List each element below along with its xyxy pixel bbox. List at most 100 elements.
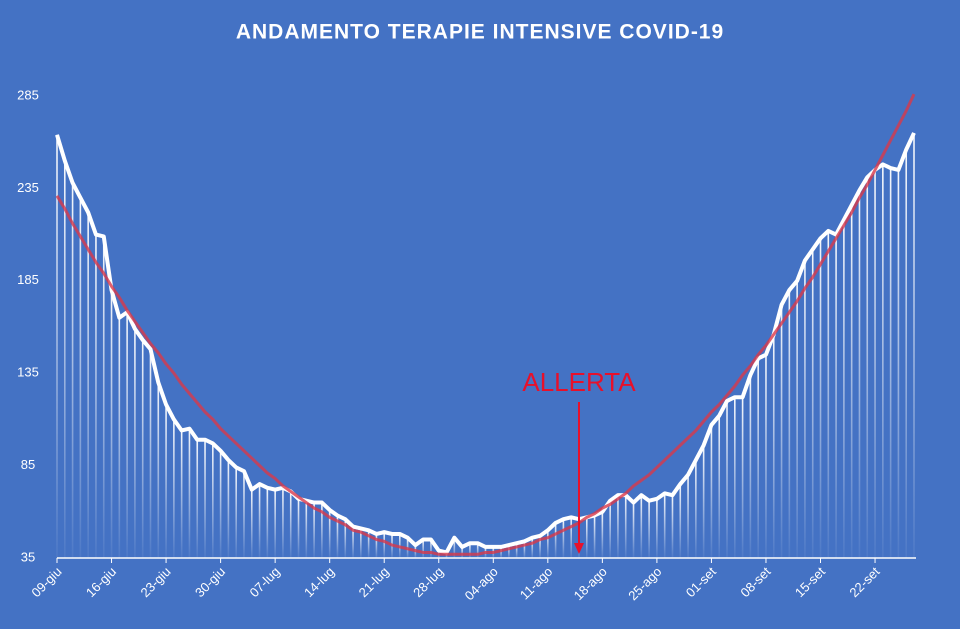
bar: [843, 219, 845, 559]
bar: [126, 312, 128, 558]
bar: [819, 238, 822, 558]
bar: [134, 328, 136, 558]
bar: [102, 236, 105, 558]
bar: [570, 517, 572, 558]
bar: [212, 443, 214, 558]
bar: [632, 502, 635, 558]
bar: [757, 358, 759, 558]
bar: [352, 526, 354, 558]
bar: [695, 460, 697, 558]
bar: [539, 535, 541, 558]
bar: [188, 428, 191, 558]
bar: [63, 160, 66, 558]
bar: [585, 517, 588, 558]
y-tick-label: 85: [21, 457, 35, 472]
bar: [56, 134, 58, 559]
bar: [718, 415, 721, 558]
y-tick-label: 185: [17, 272, 39, 287]
bar: [87, 212, 89, 558]
bar: [321, 502, 323, 558]
bar: [734, 397, 736, 558]
bar: [266, 487, 269, 558]
bar: [173, 419, 175, 558]
bar: [313, 502, 315, 558]
bar: [227, 460, 230, 558]
bar: [562, 519, 565, 558]
bar: [274, 489, 276, 558]
bar: [219, 450, 222, 558]
bar: [554, 522, 557, 558]
bar: [71, 182, 74, 558]
y-tick-label: 285: [17, 87, 39, 102]
bar: [687, 474, 689, 558]
bar: [609, 500, 611, 558]
bar: [531, 537, 534, 558]
bar: [796, 280, 798, 558]
bar: [250, 489, 253, 558]
bar: [741, 397, 744, 558]
annotation-arrowhead: [573, 543, 584, 554]
bar: [648, 500, 650, 558]
bar: [165, 404, 167, 558]
bar: [710, 424, 713, 558]
bar: [889, 168, 892, 558]
bar: [344, 519, 347, 558]
bar: [508, 545, 510, 558]
bar: [702, 445, 705, 558]
bar: [282, 487, 284, 558]
bar: [289, 491, 292, 558]
bar: [336, 515, 339, 558]
bar: [671, 495, 674, 558]
bar: [79, 197, 82, 558]
bar: [258, 484, 261, 558]
bar: [523, 541, 526, 558]
bar: [749, 375, 752, 558]
bar: [547, 530, 549, 558]
bar: [811, 249, 814, 558]
bar: [430, 539, 432, 558]
bar: [500, 546, 502, 558]
trend-line: [55, 93, 916, 556]
bar: [422, 539, 424, 558]
bar: [640, 495, 643, 558]
bar: [515, 543, 518, 558]
bar: [913, 132, 915, 558]
bar: [827, 230, 830, 559]
bar: [679, 484, 682, 558]
bar: [601, 511, 604, 558]
bar: [204, 439, 206, 558]
bar: [469, 543, 471, 558]
y-tick-label: 235: [17, 180, 39, 195]
bar: [866, 177, 869, 558]
bar: [328, 509, 331, 558]
bar: [360, 528, 362, 558]
bar: [118, 317, 121, 558]
bar: [882, 164, 884, 558]
bar: [804, 260, 806, 558]
bar: [858, 190, 861, 559]
data-line: [55, 132, 916, 555]
bar: [235, 467, 237, 558]
bar: [95, 234, 97, 558]
bar: [476, 543, 479, 558]
bar: [617, 495, 619, 558]
bar: [788, 290, 791, 558]
y-tick-label: 35: [21, 549, 35, 564]
bar: [835, 234, 837, 558]
bar: [180, 430, 183, 558]
bar: [656, 498, 658, 558]
bar: [157, 382, 160, 558]
bar: [367, 530, 370, 558]
bar: [874, 169, 876, 559]
bar: [453, 537, 456, 558]
chart-title: ANDAMENTO TERAPIE INTENSIVE COVID-19: [236, 21, 724, 44]
bar: [141, 339, 144, 558]
bar: [897, 169, 900, 559]
bar: [780, 304, 783, 558]
bar: [375, 533, 378, 558]
bar: [297, 498, 300, 558]
bar: [593, 515, 596, 558]
y-tick-label: 135: [17, 365, 39, 380]
